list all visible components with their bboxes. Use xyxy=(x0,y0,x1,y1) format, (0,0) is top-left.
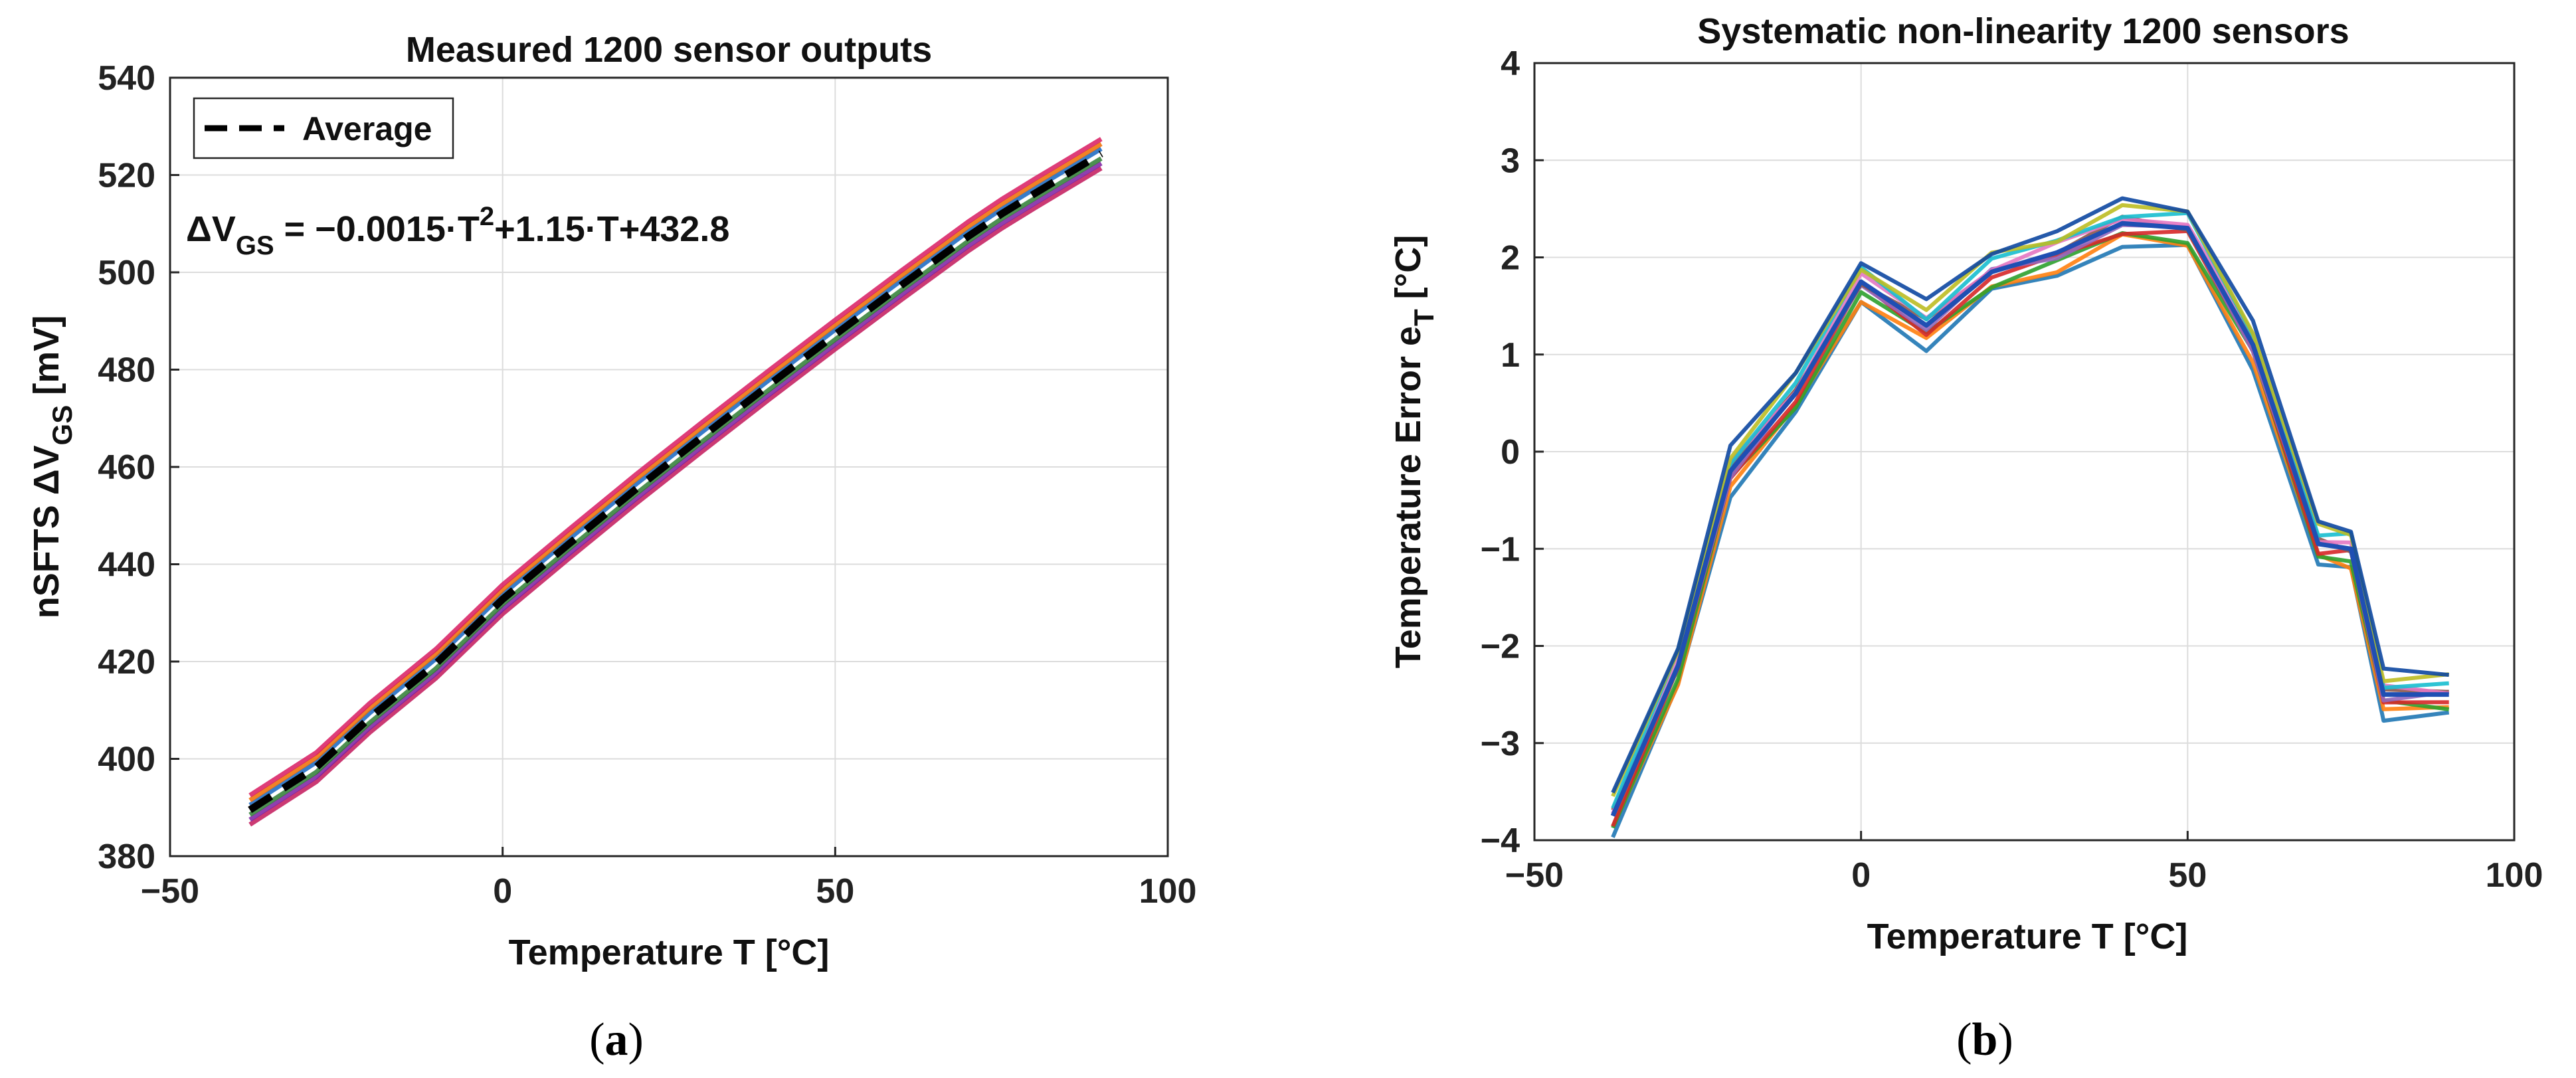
y-tick-label: 460 xyxy=(98,448,155,487)
chart-b-y-label: Temperature Error eT [°C] xyxy=(1388,235,1439,668)
sensor-error-line xyxy=(1611,231,2450,829)
sensor-error-line xyxy=(1611,211,2449,810)
legend-box xyxy=(193,97,454,159)
chart-a-x-ticks: −50 0 50 100 xyxy=(141,847,1196,911)
y-tick-label: −1 xyxy=(1481,530,1520,569)
chart-a: Measured 1200 sensor outputs −50 0 50 100 3… xyxy=(27,30,1196,1065)
sensor-error-line xyxy=(1611,203,2450,798)
chart-b: Systematic non-linearity 1200 sensors −5… xyxy=(1388,11,2543,1065)
chart-a-y-label: nSFTS ΔVGS [mV] xyxy=(27,315,78,619)
y-tick-label: −4 xyxy=(1481,822,1520,860)
chart-b-grid xyxy=(1534,62,2515,841)
y-tick-label: 380 xyxy=(98,838,155,876)
sensor-error-line xyxy=(1611,196,2449,794)
chart-b-title: Systematic non-linearity 1200 sensors xyxy=(1697,11,2349,51)
y-tick-label: −3 xyxy=(1481,725,1520,763)
chart-a-title: Measured 1200 sensor outputs xyxy=(406,30,932,70)
y-tick-label: 520 xyxy=(98,157,155,195)
sensor-error-line xyxy=(1611,223,2450,816)
x-tick-label: 0 xyxy=(493,872,512,911)
sensor-error-line xyxy=(1611,228,2449,828)
y-tick-label: 4 xyxy=(1501,45,1520,83)
chart-a-x-label: Temperature T [°C] xyxy=(509,933,830,972)
chart-b-y-ticks: −4 −3 −2 −1 0 1 2 3 4 xyxy=(1481,45,1544,860)
sensor-band-line xyxy=(248,137,1103,798)
y-tick-label: 1 xyxy=(1501,336,1520,375)
chart-b-series xyxy=(1610,196,2450,838)
sensor-band-line xyxy=(248,161,1103,822)
sensor-error-line xyxy=(1611,215,2449,811)
sensor-band-line xyxy=(248,141,1103,802)
y-tick-label: 400 xyxy=(98,741,155,779)
chart-a-equation: ΔVGS = −0.0015·T2+1.15·T+432.8 xyxy=(186,202,729,260)
y-tick-label: 440 xyxy=(98,546,155,584)
sensor-band-line xyxy=(248,146,1103,808)
x-tick-label: 50 xyxy=(816,872,854,911)
chart-b-x-label: Temperature T [°C] xyxy=(1867,917,2188,956)
y-tick-label: 3 xyxy=(1501,141,1520,180)
y-tick-label: 0 xyxy=(1501,433,1520,472)
x-tick-label: 0 xyxy=(1851,856,1871,895)
x-tick-label: 100 xyxy=(2486,856,2543,895)
sensor-error-line xyxy=(1611,242,2450,838)
chart-a-legend: Average xyxy=(193,97,454,159)
x-tick-label: −50 xyxy=(141,872,199,911)
y-tick-label: −2 xyxy=(1481,628,1520,666)
mean-error-line xyxy=(1610,221,2449,817)
sensor-band-line xyxy=(248,166,1103,827)
x-tick-label: 100 xyxy=(1139,872,1197,911)
chart-b-caption: (b) xyxy=(1956,1014,2013,1065)
y-tick-label: 480 xyxy=(98,351,155,390)
y-tick-label: 2 xyxy=(1501,239,1520,278)
sensor-band-line xyxy=(248,156,1103,817)
chart-a-y-ticks: 380 400 420 440 460 480 500 520 540 xyxy=(98,59,179,876)
legend-average-label: Average xyxy=(302,110,432,147)
y-tick-label: 500 xyxy=(98,254,155,292)
x-tick-label: 50 xyxy=(2168,856,2207,895)
average-line xyxy=(248,150,1103,814)
sensor-error-line xyxy=(1611,217,2450,814)
y-tick-label: 420 xyxy=(98,643,155,681)
chart-a-series xyxy=(248,137,1103,827)
sensor-error-line xyxy=(1611,232,2449,828)
y-tick-label: 540 xyxy=(98,59,155,98)
x-tick-label: −50 xyxy=(1505,856,1564,895)
chart-b-x-ticks: −50 0 50 100 xyxy=(1505,831,2543,895)
chart-a-caption: (a) xyxy=(589,1014,644,1065)
